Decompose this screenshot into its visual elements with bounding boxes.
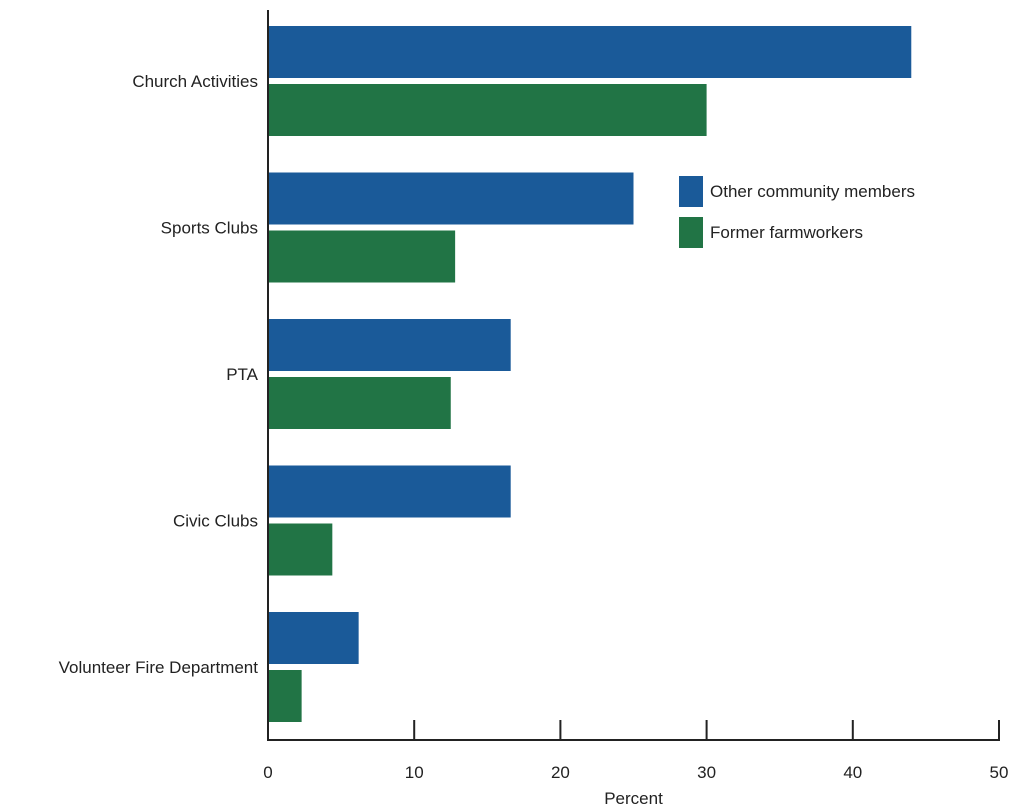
category-label-civic-clubs: Civic Clubs — [173, 512, 258, 531]
category-label-pta: PTA — [226, 365, 258, 384]
x-tick-label-0: 0 — [263, 763, 272, 782]
x-tick-label-10: 10 — [405, 763, 424, 782]
legend: Other community members Former farmworke… — [679, 176, 915, 248]
bar-civic-clubs-former-farmworkers — [268, 523, 333, 576]
bars-group — [268, 26, 912, 722]
legend-swatch-other-community-members — [679, 176, 703, 207]
legend-label-former-farmworkers: Former farmworkers — [710, 223, 863, 242]
x-axis-ticks: 0 10 20 30 40 50 — [263, 720, 1008, 782]
x-tick-label-20: 20 — [551, 763, 570, 782]
bar-volunteer-fire-department-other-community-members — [268, 612, 359, 664]
legend-label-other-community-members: Other community members — [710, 182, 915, 201]
bar-volunteer-fire-department-former-farmworkers — [268, 670, 302, 722]
x-tick-label-50: 50 — [990, 763, 1009, 782]
x-tick-label-30: 30 — [697, 763, 716, 782]
category-label-church-activities: Church Activities — [132, 72, 258, 91]
category-labels: Church Activities Sports Clubs PTA Civic Cl… — [59, 72, 259, 677]
category-label-volunteer-fire-department: Volunteer Fire Department — [59, 658, 259, 677]
bar-sports-clubs-other-community-members — [268, 172, 634, 225]
bar-civic-clubs-other-community-members — [268, 465, 511, 518]
bar-pta-other-community-members — [268, 319, 511, 371]
category-label-sports-clubs: Sports Clubs — [161, 219, 258, 238]
bar-church-activities-former-farmworkers — [268, 84, 707, 136]
legend-swatch-former-farmworkers — [679, 217, 703, 248]
x-axis-title: Percent — [604, 789, 663, 808]
x-tick-label-40: 40 — [843, 763, 862, 782]
bar-church-activities-other-community-members — [268, 26, 912, 78]
bar-pta-former-farmworkers — [268, 377, 451, 429]
bar-sports-clubs-former-farmworkers — [268, 230, 456, 283]
